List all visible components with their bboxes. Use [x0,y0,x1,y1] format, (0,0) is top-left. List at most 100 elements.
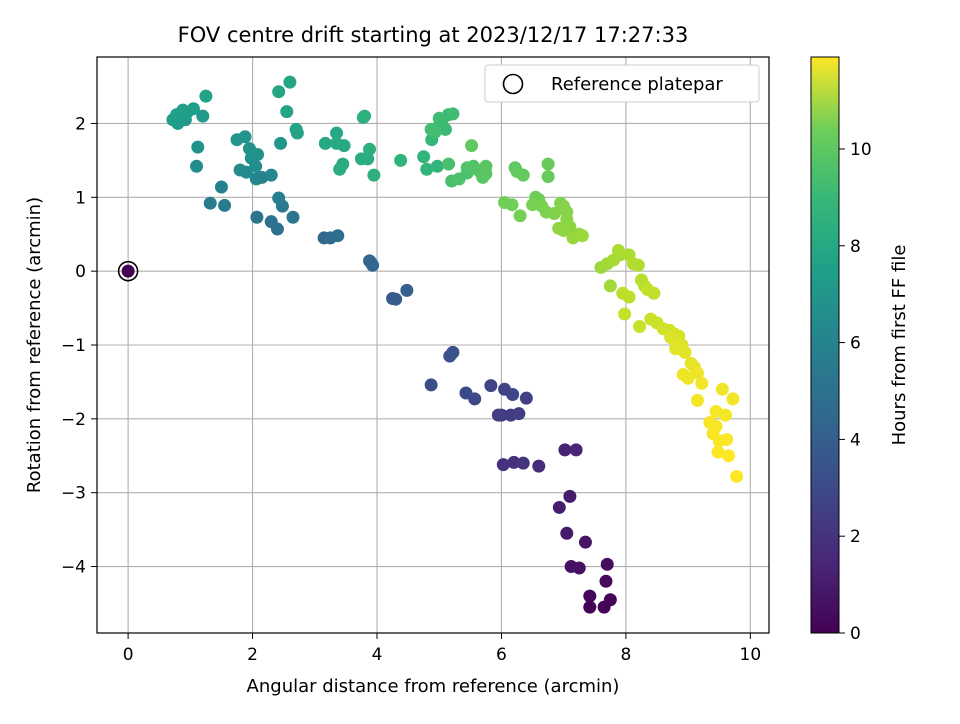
scatter-point [516,456,530,470]
scatter-point [496,458,510,472]
scatter-point [358,109,372,123]
scatter-point [583,589,597,603]
reference-marker-layer [117,260,139,282]
legend-marker-icon [502,73,524,95]
scatter-point [706,427,720,441]
scatter-point [532,459,546,473]
scatter-point [664,331,678,345]
colorbar-gradient [810,56,840,634]
scatter-point [569,443,583,457]
scatter-point [272,191,286,205]
scatter-point [631,258,645,272]
scatter-point [558,443,572,457]
x-axis-label: Angular distance from reference (arcmin) [247,676,620,697]
scatter-point [465,139,479,153]
scatter-point [389,292,403,306]
scatter-point [633,320,647,334]
scatter-point [274,136,288,150]
scatter-point [191,140,205,154]
scatter-point [695,376,709,390]
scatter-point [541,170,555,184]
legend-box [484,64,760,103]
x-ticks: 0 2 4 6 8 10 [123,633,761,665]
x-tick-label: 0 [123,645,134,665]
scatter-point [233,163,247,177]
x-tick-label: 10 [740,645,762,665]
scatter-point [711,445,725,459]
y-tick-label: 0 [75,262,86,282]
scatter-point [647,286,661,300]
x-tick-label: 6 [496,645,507,665]
legend: Reference platepar [484,64,760,103]
scatter-point [507,455,521,469]
colorbar-tick-label: 10 [850,140,872,160]
scatter-point [280,105,294,119]
scatter-point [286,210,300,224]
scatter-point [547,207,561,221]
y-tick-label: 1 [75,188,86,208]
scatter-point [476,170,490,184]
scatter-point [438,122,452,136]
scatter-point [218,198,232,212]
scatter-point [709,404,723,418]
colorbar: 0 2 4 6 8 10 Hours from first FF file [810,56,910,644]
scatter-point [446,345,460,359]
scatter-point [364,255,378,269]
colorbar-label: Hours from first FF file [889,245,910,446]
scatter-point [337,139,351,153]
scatter-point [432,111,446,125]
legend-entry-reference: Reference platepar [551,74,723,95]
scatter-point [618,307,632,321]
scatter-point [330,126,344,140]
scatter-point [203,196,217,210]
scatter-point [560,526,574,540]
colorbar-tick-label: 2 [850,527,861,547]
scatter-point [720,433,734,447]
scatter-point [367,168,381,182]
scatter-point [572,561,586,575]
scatter-point [600,557,614,571]
scatter-point [196,109,210,123]
scatter-point [578,535,592,549]
scatter-point [186,102,200,116]
scatter-point [690,366,704,380]
scatter-point [363,142,377,156]
scatter-point [484,379,498,393]
scatter-point [599,574,613,588]
scatter-point [283,75,297,89]
scatter-point [424,122,438,136]
scatter-point [394,153,408,167]
x-tick-label: 4 [372,645,383,665]
scatter-point [170,108,184,122]
scatter-point [190,159,204,173]
scatter-point [430,159,444,173]
scatter-point [690,393,704,407]
scatter-point [510,164,524,178]
scatter-point [519,391,533,405]
scatter-point [214,180,228,194]
scatter-point [446,107,460,121]
colorbar-tick-label: 4 [850,430,861,450]
reference-start-point [121,264,135,278]
scatter-point [730,469,744,483]
scatter-point [583,600,597,614]
colorbar-tick-label: 8 [850,237,861,257]
scatter-point [563,489,577,503]
scatter-point [420,162,434,176]
scatter-point [459,386,473,400]
y-tick-label: −3 [61,484,86,504]
y-tick-label: −1 [61,336,86,356]
scatter-point [715,382,729,396]
y-tick-label: −4 [61,558,86,578]
x-tick-label: 2 [247,645,258,665]
y-tick-label: −2 [61,410,86,430]
scatter-point [442,157,456,171]
scatter-point [541,157,555,171]
scatter-points [166,75,744,614]
scatter-point [270,222,284,236]
y-ticks: −4 −3 −2 −1 0 1 2 [61,114,97,578]
colorbar-tick-label: 0 [850,624,861,644]
scatter-point [290,126,304,140]
